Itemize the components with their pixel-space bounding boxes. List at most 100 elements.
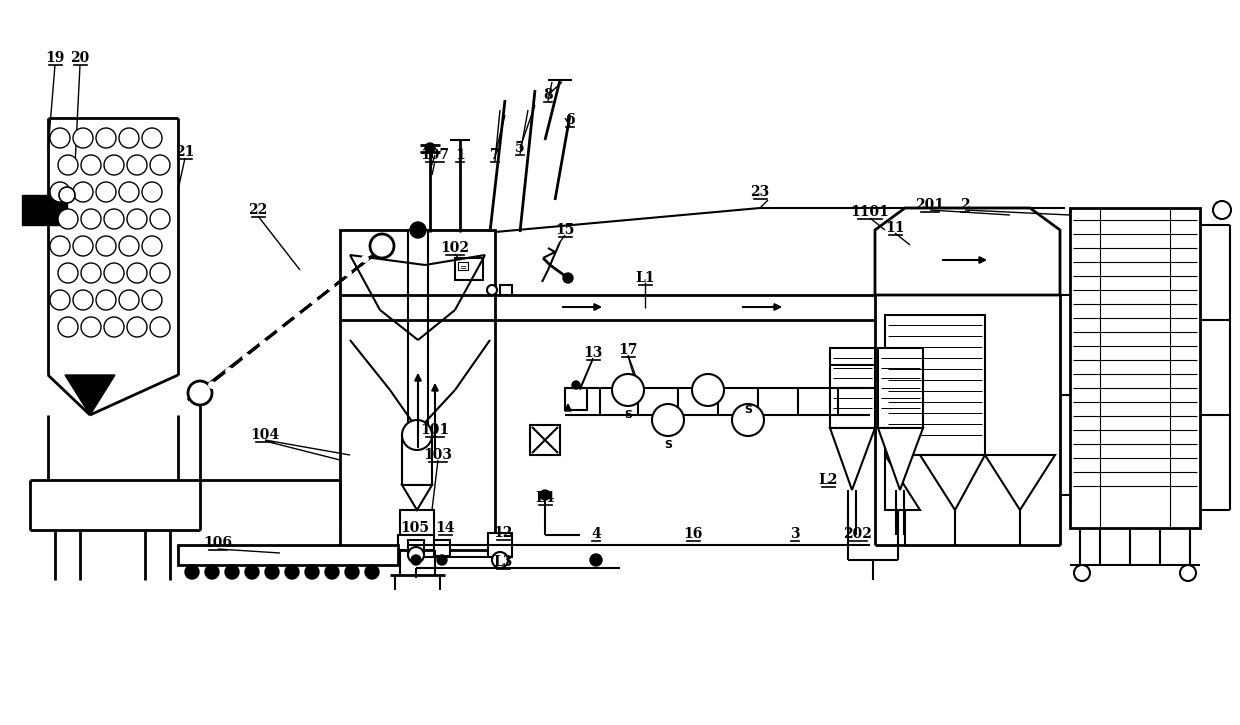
Circle shape <box>226 368 233 375</box>
Circle shape <box>104 263 124 283</box>
Polygon shape <box>830 428 875 490</box>
Polygon shape <box>920 455 985 510</box>
Text: 13: 13 <box>583 346 603 360</box>
Circle shape <box>50 236 69 256</box>
Text: 103: 103 <box>424 448 453 462</box>
Bar <box>885 315 985 455</box>
Circle shape <box>305 565 319 579</box>
Circle shape <box>487 285 497 295</box>
Circle shape <box>1213 201 1231 219</box>
Circle shape <box>104 155 124 175</box>
Circle shape <box>119 290 139 310</box>
Bar <box>402 435 432 485</box>
Circle shape <box>81 317 100 337</box>
Circle shape <box>185 565 198 579</box>
Circle shape <box>259 339 267 347</box>
Circle shape <box>692 374 724 406</box>
Text: 15: 15 <box>556 223 574 237</box>
Text: 102: 102 <box>440 241 470 255</box>
Bar <box>1070 208 1200 528</box>
Circle shape <box>58 155 78 175</box>
Circle shape <box>1074 565 1090 581</box>
Bar <box>22 195 67 225</box>
Text: 201: 201 <box>915 198 945 212</box>
Circle shape <box>50 290 69 310</box>
Polygon shape <box>875 208 1060 295</box>
Text: 22: 22 <box>248 203 268 217</box>
Text: L3: L3 <box>494 555 512 569</box>
Text: 101: 101 <box>420 423 450 437</box>
Circle shape <box>572 381 580 389</box>
Bar <box>830 348 875 428</box>
Circle shape <box>408 547 424 563</box>
Circle shape <box>50 182 69 202</box>
Text: 2: 2 <box>960 198 970 212</box>
Bar <box>565 388 587 410</box>
Circle shape <box>81 155 100 175</box>
Text: 105: 105 <box>401 521 429 535</box>
Polygon shape <box>188 242 391 400</box>
Text: S: S <box>744 405 751 415</box>
Circle shape <box>208 381 216 389</box>
Bar <box>401 510 434 535</box>
Bar <box>458 262 467 270</box>
Text: 14: 14 <box>435 521 455 535</box>
Circle shape <box>402 420 432 450</box>
Circle shape <box>58 209 78 229</box>
Text: 202: 202 <box>843 527 873 541</box>
Circle shape <box>613 374 644 406</box>
Circle shape <box>345 565 360 579</box>
Bar <box>408 230 428 430</box>
Circle shape <box>81 209 100 229</box>
Circle shape <box>95 128 117 148</box>
Text: 11: 11 <box>885 221 905 235</box>
Circle shape <box>277 326 284 333</box>
Text: 1101: 1101 <box>851 205 889 219</box>
Circle shape <box>150 209 170 229</box>
Circle shape <box>143 128 162 148</box>
Circle shape <box>95 290 117 310</box>
Circle shape <box>362 255 368 262</box>
Circle shape <box>150 155 170 175</box>
Circle shape <box>436 555 446 565</box>
Bar <box>500 285 512 295</box>
Text: 3: 3 <box>790 527 800 541</box>
Circle shape <box>58 317 78 337</box>
Bar <box>529 425 560 455</box>
Bar <box>434 540 450 556</box>
Text: 17: 17 <box>619 343 637 357</box>
Bar <box>489 533 512 557</box>
Text: 21: 21 <box>175 145 195 159</box>
Bar <box>398 535 434 550</box>
Text: L2: L2 <box>818 473 838 487</box>
Circle shape <box>370 234 394 258</box>
Text: 5: 5 <box>515 141 525 155</box>
Text: 12: 12 <box>494 526 512 540</box>
Circle shape <box>143 290 162 310</box>
Circle shape <box>539 490 551 500</box>
Circle shape <box>425 143 435 153</box>
Text: 20: 20 <box>71 51 89 65</box>
Circle shape <box>126 317 148 337</box>
Circle shape <box>95 182 117 202</box>
Text: 107: 107 <box>420 148 449 162</box>
Text: 1: 1 <box>455 148 465 162</box>
Circle shape <box>50 128 69 148</box>
Circle shape <box>150 263 170 283</box>
Text: L1: L1 <box>635 271 655 285</box>
Text: 16: 16 <box>683 527 703 541</box>
Polygon shape <box>985 455 1055 510</box>
Circle shape <box>119 236 139 256</box>
Circle shape <box>1180 565 1197 581</box>
Circle shape <box>345 270 351 276</box>
Polygon shape <box>885 455 920 510</box>
Circle shape <box>410 555 422 565</box>
Bar <box>179 545 398 565</box>
Circle shape <box>243 354 249 360</box>
Text: S: S <box>663 440 672 450</box>
Circle shape <box>285 565 299 579</box>
Text: =: = <box>460 263 466 273</box>
Circle shape <box>310 297 317 304</box>
Polygon shape <box>878 428 923 490</box>
Circle shape <box>143 182 162 202</box>
